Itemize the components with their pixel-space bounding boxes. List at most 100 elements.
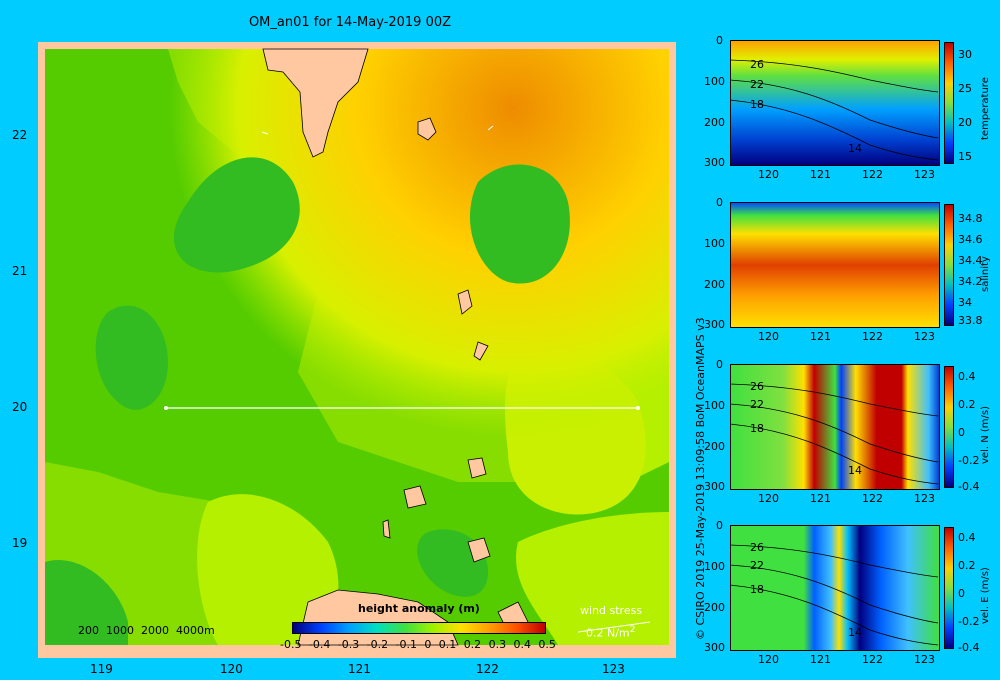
wind-arrow (487, 125, 494, 131)
contour-label: 18 (750, 583, 764, 596)
map-ytick: 19 (12, 536, 28, 550)
xtick: 121 (810, 168, 831, 181)
ytick: 100 (704, 237, 725, 250)
wind-scale-arrow (577, 621, 651, 633)
temperature-colorbar (944, 42, 954, 164)
colorbar-tick: 0.5 (538, 638, 556, 651)
contour-line (730, 99, 938, 161)
cbtick: 34.6 (958, 233, 983, 246)
map-ytick: 20 (12, 400, 28, 414)
cbtick: 0 (958, 587, 965, 600)
colorbar-title: height anomaly (m) (358, 602, 480, 615)
xtick: 122 (862, 653, 883, 666)
temperature-label: temperature (980, 77, 991, 140)
cbtick: 25 (958, 82, 972, 95)
xtick: 120 (758, 330, 779, 343)
eddy (173, 157, 300, 273)
map-ytick: 22 (12, 128, 28, 142)
eddy (45, 560, 128, 645)
contour-label: 14 (848, 626, 862, 639)
xtick: 123 (914, 330, 935, 343)
xtick: 121 (810, 653, 831, 666)
cbtick: -0.2 (958, 454, 980, 467)
section-end (636, 406, 640, 410)
temperature-section[interactable] (730, 40, 940, 166)
ytick: 200 (704, 440, 725, 453)
contour-label: 22 (750, 559, 764, 572)
xtick: 123 (914, 653, 935, 666)
cbtick: -0.4 (958, 480, 980, 493)
colorbar-tick: -0.1 (395, 638, 417, 651)
xtick: 120 (758, 492, 779, 505)
salinity-colorbar (944, 204, 954, 326)
cbtick: 15 (958, 150, 972, 163)
island (457, 289, 473, 315)
vel-n-colorbar (944, 366, 954, 488)
contour-label: 26 (750, 380, 764, 393)
cbtick: 33.8 (958, 314, 983, 327)
temperature-contours (730, 59, 938, 161)
eddy (95, 305, 168, 410)
ytick: 0 (716, 34, 723, 47)
xtick: 122 (862, 492, 883, 505)
colorbar-ticks: -0.5 -0.4 -0.3 -0.2 -0.1 0 0.1 0.2 0.3 0… (280, 638, 556, 651)
contour-label: 18 (750, 422, 764, 435)
cbtick: 0.4 (958, 531, 976, 544)
colorbar-tick: 0.3 (488, 638, 507, 651)
colorbar-tick: -0.4 (308, 638, 331, 651)
xtick: 123 (914, 168, 935, 181)
cbtick: 34.2 (958, 275, 983, 288)
colorbar-tick: 0.2 (463, 638, 482, 651)
chart-title: OM_an01 for 14-May-2019 00Z (248, 15, 452, 30)
contour-label: 26 (750, 541, 764, 554)
cbtick: 20 (958, 116, 972, 129)
contour-label: 18 (750, 98, 764, 111)
land-taiwan (262, 48, 369, 158)
ytick: 0 (716, 358, 723, 371)
contour-line (730, 403, 938, 463)
height-colorbar (292, 622, 546, 634)
ytick: 200 (704, 116, 725, 129)
ytick: 300 (704, 156, 725, 169)
vel-e-section[interactable] (730, 525, 940, 651)
cbtick: 30 (958, 48, 972, 61)
cbtick: -0.2 (958, 615, 980, 628)
contour-label: 14 (848, 142, 862, 155)
contour-line (730, 564, 938, 624)
vel-e-label: vel. E (m/s) (980, 567, 991, 624)
ytick: 200 (704, 278, 725, 291)
xtick: 122 (862, 330, 883, 343)
wind-scale-exponent: 2 (629, 624, 636, 635)
contour-line (730, 544, 938, 578)
height-anomaly-map (38, 42, 676, 658)
xtick: 121 (810, 492, 831, 505)
island (417, 117, 437, 141)
contour-line (730, 383, 938, 417)
wind-scale-value: 0.2 N/m (586, 626, 630, 640)
island (473, 341, 489, 361)
credit-text: © CSIRO 2019 25-May-2019 13:09:58 BoM Oc… (694, 317, 707, 640)
ytick: 300 (704, 318, 725, 331)
main-map[interactable] (38, 42, 676, 658)
cbtick: 0.4 (958, 370, 976, 383)
ytick: 0 (716, 519, 723, 532)
map-ytick: 21 (12, 264, 28, 278)
vel-n-section[interactable] (730, 364, 940, 490)
salinity-section[interactable] (730, 202, 940, 328)
ytick: 300 (704, 641, 725, 654)
vel-n-contours (730, 383, 938, 485)
ytick: 300 (704, 480, 725, 493)
map-xtick: 123 (602, 662, 625, 676)
contour-label: 22 (750, 78, 764, 91)
xtick: 123 (914, 492, 935, 505)
ytick: 0 (716, 196, 723, 209)
cbtick: -0.4 (958, 641, 980, 654)
wind-stress-label: wind stress (580, 604, 643, 617)
map-xtick: 121 (348, 662, 371, 676)
contour-line (730, 584, 938, 646)
cbtick: 34.8 (958, 212, 983, 225)
xtick: 120 (758, 168, 779, 181)
colorbar-tick: -0.3 (337, 638, 360, 651)
xtick: 120 (758, 653, 779, 666)
contour-line (730, 79, 938, 139)
